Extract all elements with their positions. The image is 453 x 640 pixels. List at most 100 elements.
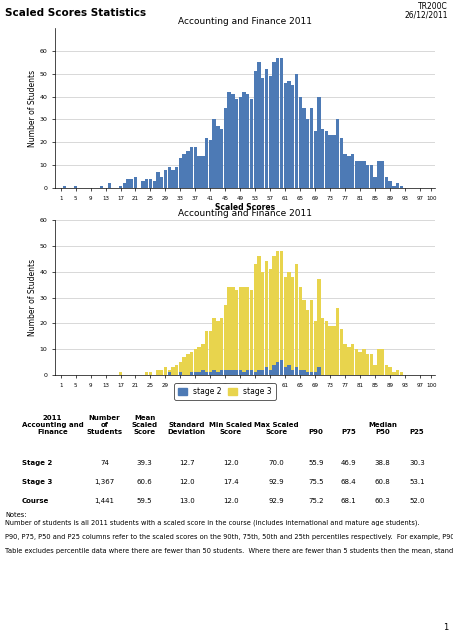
Text: Notes:
Number of students is all 2011 students with a scaled score in the course: Notes: Number of students is all 2011 st…: [5, 512, 453, 554]
Bar: [295, 367, 298, 375]
Bar: [276, 251, 280, 375]
Bar: [302, 370, 306, 375]
Bar: [377, 161, 381, 188]
Bar: [246, 94, 250, 188]
Bar: [272, 256, 276, 375]
Bar: [205, 331, 208, 375]
Bar: [175, 168, 178, 188]
Bar: [168, 372, 171, 375]
Bar: [269, 269, 272, 375]
Bar: [171, 170, 174, 188]
Legend: stage 2, stage 3: stage 2, stage 3: [174, 383, 276, 400]
Bar: [194, 372, 197, 375]
Bar: [201, 156, 205, 188]
Bar: [220, 129, 223, 188]
Bar: [325, 131, 328, 188]
Bar: [194, 147, 197, 188]
Bar: [231, 370, 235, 375]
Bar: [280, 360, 283, 375]
Bar: [145, 372, 149, 375]
Bar: [201, 344, 205, 375]
Bar: [179, 362, 182, 375]
Bar: [302, 300, 306, 375]
Bar: [295, 264, 298, 375]
Bar: [310, 300, 313, 375]
Bar: [328, 326, 332, 375]
Bar: [291, 370, 294, 375]
Bar: [254, 264, 257, 375]
Bar: [310, 108, 313, 188]
Bar: [250, 370, 253, 375]
Bar: [385, 365, 388, 375]
Bar: [272, 62, 276, 188]
Bar: [310, 372, 313, 375]
Bar: [295, 74, 298, 188]
Bar: [366, 165, 369, 188]
Bar: [198, 156, 201, 188]
Bar: [269, 370, 272, 375]
Bar: [287, 81, 291, 188]
Bar: [156, 172, 159, 188]
Bar: [306, 310, 309, 375]
Bar: [254, 72, 257, 188]
Bar: [362, 349, 366, 375]
Bar: [340, 138, 343, 188]
Bar: [284, 277, 287, 375]
Bar: [388, 181, 392, 188]
Bar: [231, 94, 235, 188]
Bar: [385, 177, 388, 188]
Bar: [239, 287, 242, 375]
Bar: [119, 186, 122, 188]
Bar: [336, 308, 339, 375]
Bar: [347, 156, 351, 188]
Bar: [183, 154, 186, 188]
Bar: [313, 131, 317, 188]
Bar: [183, 357, 186, 375]
Bar: [284, 83, 287, 188]
Text: 1: 1: [443, 623, 448, 632]
Bar: [355, 161, 358, 188]
Bar: [373, 365, 377, 375]
Bar: [254, 372, 257, 375]
Bar: [392, 372, 395, 375]
Bar: [355, 349, 358, 375]
Bar: [194, 349, 197, 375]
Bar: [381, 161, 384, 188]
Bar: [220, 370, 223, 375]
Bar: [216, 372, 220, 375]
Bar: [299, 370, 302, 375]
Bar: [370, 355, 373, 375]
Bar: [239, 97, 242, 188]
Bar: [343, 154, 347, 188]
Bar: [242, 287, 246, 375]
Bar: [396, 370, 399, 375]
Bar: [396, 184, 399, 188]
Bar: [246, 287, 250, 375]
Bar: [126, 179, 130, 188]
Bar: [272, 365, 276, 375]
Bar: [141, 181, 145, 188]
Bar: [276, 362, 280, 375]
Bar: [246, 370, 250, 375]
Bar: [220, 318, 223, 375]
Bar: [171, 367, 174, 375]
Bar: [287, 365, 291, 375]
Bar: [287, 271, 291, 375]
Bar: [343, 344, 347, 375]
Bar: [336, 120, 339, 188]
Bar: [190, 352, 193, 375]
Bar: [317, 367, 321, 375]
Bar: [227, 92, 231, 188]
Text: Scaled Scores Statistics: Scaled Scores Statistics: [5, 8, 146, 18]
Y-axis label: Number of Students: Number of Students: [28, 259, 37, 336]
Bar: [265, 367, 268, 375]
Bar: [134, 177, 137, 188]
Bar: [186, 152, 190, 188]
Bar: [201, 370, 205, 375]
Bar: [224, 108, 227, 188]
Bar: [216, 126, 220, 188]
Bar: [351, 154, 354, 188]
Bar: [299, 287, 302, 375]
Bar: [388, 367, 392, 375]
Bar: [321, 318, 324, 375]
